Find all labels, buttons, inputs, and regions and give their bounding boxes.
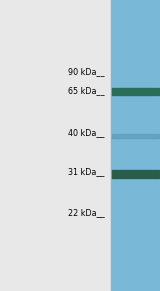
Text: 90 kDa__: 90 kDa__: [68, 67, 105, 76]
Bar: [112, 170, 159, 178]
Bar: [112, 88, 159, 95]
Text: 40 kDa__: 40 kDa__: [68, 128, 105, 137]
Text: 65 kDa__: 65 kDa__: [68, 86, 105, 95]
Bar: [111, 0, 160, 291]
Text: 31 kDa__: 31 kDa__: [68, 167, 105, 176]
Bar: [112, 134, 159, 138]
Text: 22 kDa__: 22 kDa__: [68, 208, 105, 217]
